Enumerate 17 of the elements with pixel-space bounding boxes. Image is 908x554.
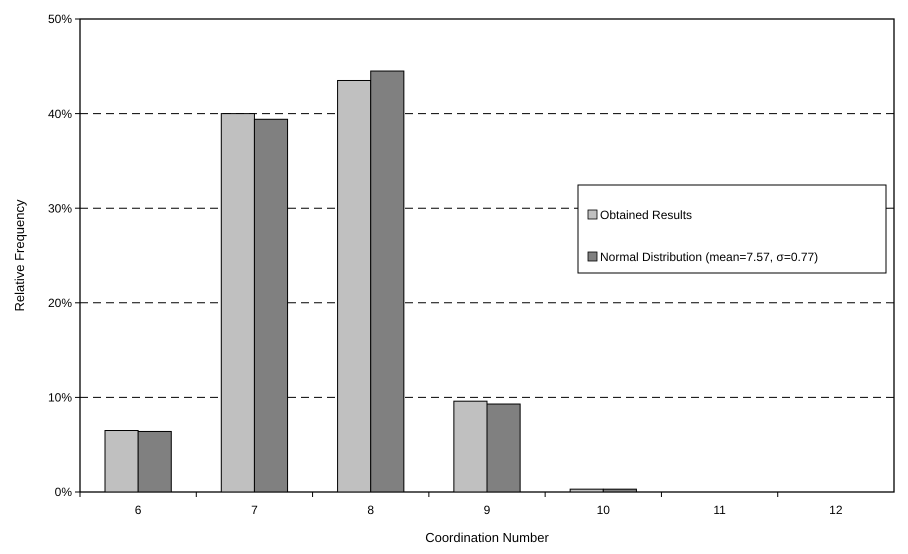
x-tick-label: 7 (251, 503, 258, 517)
legend-label: Normal Distribution (mean=7.57, σ=0.77) (600, 250, 818, 264)
x-tick-label: 6 (134, 503, 142, 517)
x-tick-label: 9 (484, 503, 491, 517)
y-tick-label: 50% (48, 12, 72, 26)
x-tick-label: 8 (367, 503, 374, 517)
y-tick-label: 30% (48, 201, 72, 216)
legend-label: Obtained Results (600, 208, 692, 222)
y-tick-label: 0% (54, 485, 72, 500)
x-tick-label: 10 (596, 503, 610, 517)
y-tick-label: 10% (48, 390, 72, 405)
y-tick-label: 40% (48, 106, 72, 121)
x-axis-title: Coordination Number (425, 530, 550, 545)
y-axis-title: Relative Frequency (12, 199, 27, 312)
x-tick-label: 12 (829, 503, 843, 517)
x-tick-label: 11 (713, 503, 726, 517)
y-tick-label: 20% (48, 296, 72, 310)
